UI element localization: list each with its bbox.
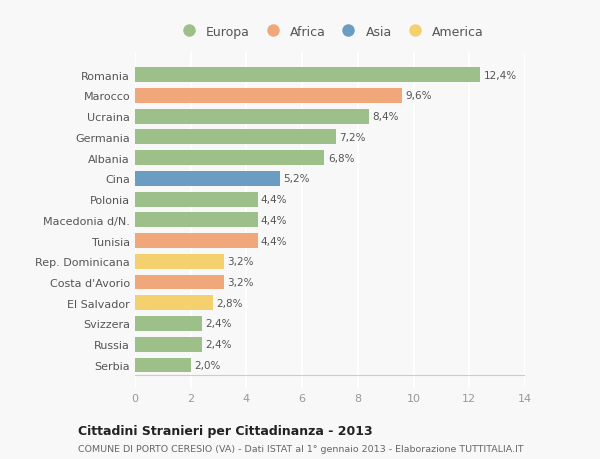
Text: 5,2%: 5,2% [283,174,310,184]
Legend: Europa, Africa, Asia, America: Europa, Africa, Asia, America [171,21,489,44]
Text: 2,0%: 2,0% [194,360,220,370]
Text: 8,4%: 8,4% [373,112,399,122]
Bar [135,68,481,83]
Bar [135,192,257,207]
Bar [135,296,213,311]
Bar [135,337,202,352]
Text: 3,2%: 3,2% [227,257,254,267]
Text: COMUNE DI PORTO CERESIO (VA) - Dati ISTAT al 1° gennaio 2013 - Elaborazione TUTT: COMUNE DI PORTO CERESIO (VA) - Dati ISTA… [78,444,524,453]
Bar [135,172,280,186]
Text: Cittadini Stranieri per Cittadinanza - 2013: Cittadini Stranieri per Cittadinanza - 2… [78,425,373,437]
Text: 6,8%: 6,8% [328,153,354,163]
Text: 2,4%: 2,4% [205,340,232,349]
Bar [135,89,403,104]
Text: 2,4%: 2,4% [205,319,232,329]
Text: 7,2%: 7,2% [339,133,365,143]
Bar [135,213,257,228]
Bar [135,130,335,145]
Text: 4,4%: 4,4% [261,236,287,246]
Bar [135,358,191,373]
Text: 4,4%: 4,4% [261,195,287,205]
Text: 2,8%: 2,8% [217,298,243,308]
Bar [135,275,224,290]
Bar [135,151,325,166]
Bar [135,316,202,331]
Bar [135,234,257,248]
Bar [135,109,369,124]
Bar [135,254,224,269]
Text: 4,4%: 4,4% [261,215,287,225]
Text: 3,2%: 3,2% [227,277,254,287]
Text: 9,6%: 9,6% [406,91,432,101]
Text: 12,4%: 12,4% [484,71,517,80]
